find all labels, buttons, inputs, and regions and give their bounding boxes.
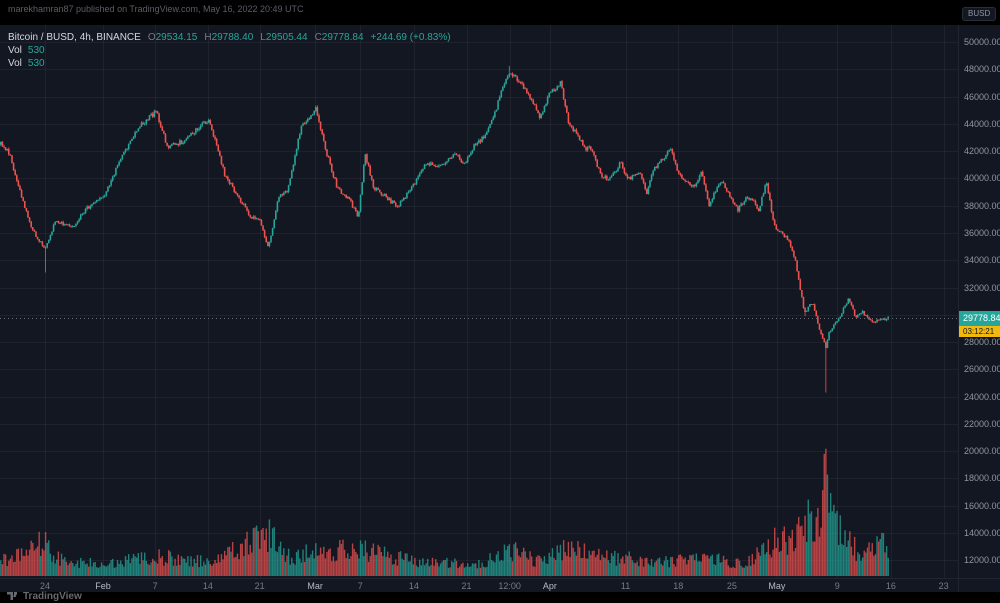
price-axis[interactable]: 29778.84 03:12:21 50000.00 48000.00 46000.… [958,25,1000,578]
ohlc-low-value: 29505.44 [265,32,308,43]
price-tick-label: 26000.00 [964,364,1000,375]
price-tick-label: 24000.00 [964,391,1000,402]
price-tick-label: 46000.00 [964,91,1000,102]
price-tick-label: 14000.00 [964,527,1000,538]
snapshot-attribution: marekhamran87 published on TradingView.c… [8,4,304,14]
price-tick-label: 18000.00 [964,473,1000,484]
price-axis-unit-badge: BUSD [962,7,997,21]
time-tick-label: Feb [95,581,111,591]
ohlc-open-value: 29534.15 [155,32,198,43]
time-tick-label: 7 [357,581,363,591]
time-tick-label: May [768,581,786,591]
time-tick-label: 21 [254,581,265,591]
ohlc-high-value: 29788.40 [211,32,254,43]
time-axis[interactable]: 24 Feb 7 14 21 Mar 7 14 21 12:00 Apr 11 18 25 May 9 16 23 [0,578,958,592]
price-tick-label: 16000.00 [964,500,1000,511]
time-tick-label: 9 [834,581,840,591]
price-tick-label: 20000.00 [964,446,1000,457]
time-tick-label: 18 [673,581,684,591]
ohlc-low-label: L [260,32,266,43]
price-tick-label: 34000.00 [964,255,1000,266]
ohlc-high-label: H [204,32,212,43]
price-tick-label: 50000.00 [964,37,1000,48]
time-tick-label: 7 [152,581,158,591]
time-tick-label: 16 [885,581,896,591]
time-tick-label: 11 [620,581,631,591]
tradingview-logo-icon [7,591,17,600]
price-tick-label: 36000.00 [964,227,1000,238]
volume-value: 530 [27,45,45,56]
volume-label-2: Vol [8,58,22,69]
time-tick-label: Apr [542,581,557,591]
symbol-title: Bitcoin / BUSD, 4h, BINANCE [8,32,141,43]
chart-panel: Bitcoin / BUSD, 4h, BINANCE O29534.15 H297… [0,25,1000,592]
time-tick-label: 23 [938,581,949,591]
bar-countdown-badge: 03:12:21 [959,325,1000,337]
price-tick-label: 12000.00 [964,555,1000,566]
price-tick-label: 40000.00 [964,173,1000,184]
time-tick-label: 14 [202,581,213,591]
last-price-badge: 29778.84 [959,310,1000,326]
price-tick-label: 38000.00 [964,200,1000,211]
price-tick-label: 28000.00 [964,337,1000,348]
price-tick-label: 32000.00 [964,282,1000,293]
chart-legend: Bitcoin / BUSD, 4h, BINANCE O29534.15 H297… [8,31,451,70]
time-tick-label: 21 [461,581,472,591]
time-tick-label: 25 [726,581,737,591]
volume-label: Vol [8,45,22,56]
price-tick-label: 22000.00 [964,418,1000,429]
time-tick-label: 14 [408,581,419,591]
tradingview-footer-logo[interactable]: TradingView [7,590,82,603]
price-tick-label: 48000.00 [964,64,1000,75]
tradingview-brand-text: TradingView [23,591,82,602]
price-tick-label: 42000.00 [964,146,1000,157]
price-tick-label: 44000.00 [964,118,1000,129]
time-tick-label: Mar [307,581,323,591]
volume-indicator-row-2[interactable]: Vol 530 [8,57,451,70]
axis-corner [958,578,1000,592]
ohlc-open-label: O [147,32,156,43]
ohlc-close-label: C [314,32,322,43]
change-value: +244.69 (+0.83%) [370,32,451,43]
time-tick-label: 24 [40,581,51,591]
volume-value-2: 530 [27,58,45,69]
price-chart-canvas[interactable] [0,25,958,578]
ohlc-close-value: 29778.84 [321,32,364,43]
volume-indicator-row[interactable]: Vol 530 [8,44,451,57]
time-tick-label: 12:00 [498,581,521,591]
legend-symbol-row[interactable]: Bitcoin / BUSD, 4h, BINANCE O29534.15 H297… [8,31,451,44]
